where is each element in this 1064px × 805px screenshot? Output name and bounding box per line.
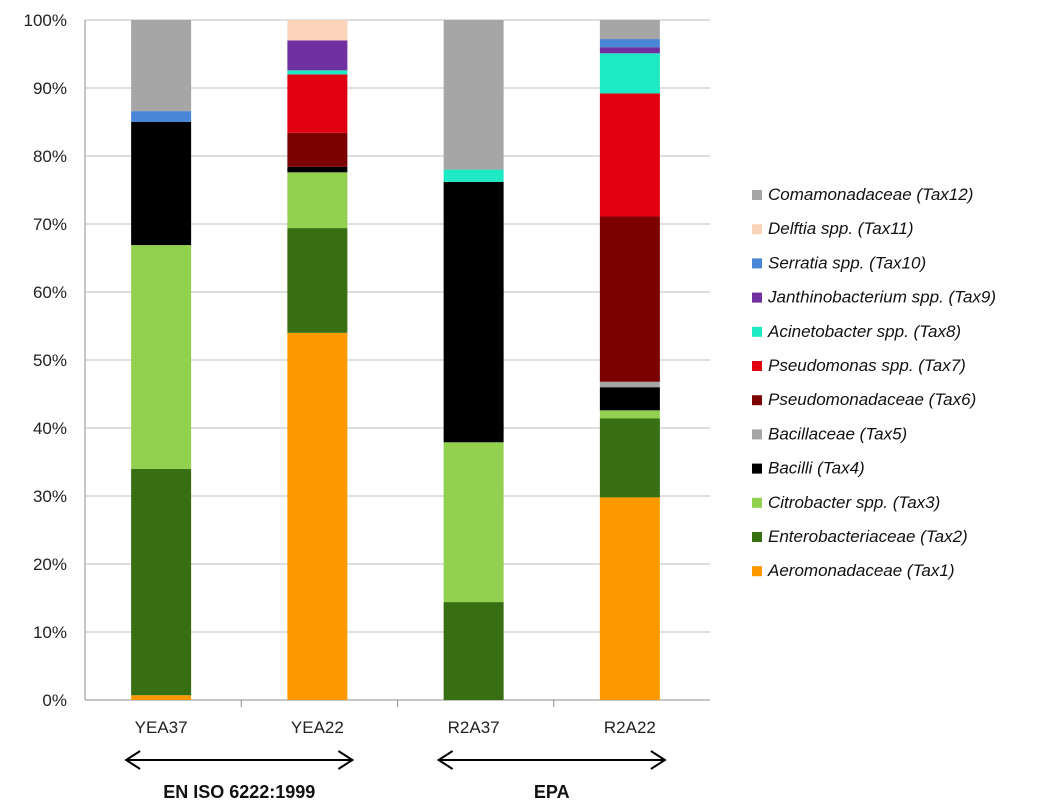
- legend-label: Bacillaceae (Tax5): [768, 424, 907, 443]
- bar-segment-YEA37-tax10: [131, 111, 192, 122]
- legend-swatch: [752, 361, 762, 371]
- bar-segment-R2A22-tax4: [599, 387, 660, 411]
- bar-segment-R2A37-tax8: [443, 169, 504, 182]
- legend-swatch: [752, 463, 762, 474]
- bar-segment-YEA22-tax1: [287, 332, 348, 700]
- legend-swatch: [752, 224, 762, 235]
- x-tick-label: R2A37: [448, 718, 500, 737]
- legend-label: Serratia spp. (Tax10): [768, 253, 926, 272]
- y-tick-label: 80%: [33, 147, 67, 166]
- x-tick-label: YEA22: [291, 718, 344, 737]
- y-tick-label: 40%: [33, 419, 67, 438]
- legend-label: Janthinobacterium spp. (Tax9): [767, 288, 996, 307]
- legend-label: Acinetobacter spp. (Tax8): [767, 322, 961, 341]
- legend-swatch: [752, 258, 762, 269]
- bar-segment-YEA22-tax8: [287, 70, 348, 75]
- y-tick-label: 20%: [33, 555, 67, 574]
- legend-swatch: [752, 292, 762, 303]
- y-tick-label: 0%: [42, 691, 67, 710]
- legend-swatch: [752, 395, 762, 406]
- bar-segment-YEA37-tax2: [131, 468, 192, 696]
- legend-label: Enterobacteriaceae (Tax2): [768, 527, 968, 546]
- bar-segment-R2A22-tax3: [599, 410, 660, 419]
- legend-label: Bacilli (Tax4): [768, 459, 865, 478]
- legend-label: Delftia spp. (Tax11): [768, 219, 914, 238]
- bar-segment-R2A22-tax5: [599, 381, 660, 388]
- legend-label: Pseudomonadaceae (Tax6): [768, 390, 976, 409]
- bar-segment-R2A37-tax2: [443, 602, 504, 700]
- bar-segment-YEA22-tax2: [287, 228, 348, 333]
- bar-segment-YEA22-tax9: [287, 40, 348, 71]
- x-tick-label: R2A22: [604, 718, 656, 737]
- y-tick-label: 70%: [33, 215, 67, 234]
- group-arrow-left-head: [436, 750, 454, 770]
- y-tick-label: 30%: [33, 487, 67, 506]
- bar-segment-YEA22-tax4: [287, 166, 348, 173]
- bar-segment-YEA37-tax1: [131, 695, 192, 700]
- group-label: EN ISO 6222:1999: [163, 782, 315, 802]
- bar-segment-R2A22-tax1: [599, 497, 660, 700]
- bar-segment-R2A22-tax6: [599, 216, 660, 382]
- y-tick-label: 60%: [33, 283, 67, 302]
- group-label: EPA: [534, 782, 570, 802]
- group-arrow-left-head: [124, 750, 141, 770]
- bar-segment-R2A22-tax10: [599, 39, 660, 48]
- bar-segment-R2A22-tax8: [599, 53, 660, 94]
- y-tick-label: 10%: [33, 623, 67, 642]
- legend-label: Aeromonadaceae (Tax1): [767, 561, 955, 580]
- legend-swatch: [752, 497, 762, 508]
- group-arrow-right-head: [337, 750, 355, 770]
- bar-segment-YEA22-tax7: [287, 74, 348, 133]
- bar-segment-R2A22-tax2: [599, 418, 660, 498]
- y-tick-label: 90%: [33, 79, 67, 98]
- bar-segment-R2A22-tax7: [599, 93, 660, 217]
- x-tick-label: YEA37: [135, 718, 188, 737]
- bar-segment-YEA37-tax12: [131, 20, 192, 112]
- legend-label: Comamonadaceae (Tax12): [768, 185, 973, 204]
- legend-label: Citrobacter spp. (Tax3): [768, 493, 940, 512]
- bar-segment-R2A22-tax9: [599, 47, 660, 54]
- legend-swatch: [752, 190, 762, 200]
- y-tick-label: 50%: [33, 351, 67, 370]
- legend-swatch: [752, 566, 762, 577]
- group-arrow-right-head: [650, 750, 667, 770]
- bar-segment-R2A37-tax4: [443, 181, 504, 443]
- legend-swatch: [752, 326, 762, 337]
- bar-segment-YEA22-tax11: [287, 20, 348, 41]
- bar-segment-R2A37-tax3: [443, 442, 504, 603]
- bar-segment-YEA37-tax4: [131, 122, 192, 246]
- bar-segment-R2A37-tax12: [443, 20, 504, 170]
- bar-segment-R2A22-tax12: [599, 20, 660, 40]
- legend-swatch: [752, 429, 762, 440]
- bar-segment-YEA22-tax3: [287, 172, 348, 229]
- bar-segment-YEA37-tax3: [131, 245, 192, 469]
- bar-segment-YEA22-tax6: [287, 132, 348, 167]
- legend-label: Pseudomonas spp. (Tax7): [768, 356, 966, 375]
- y-tick-label: 100%: [24, 11, 67, 30]
- legend-swatch: [752, 532, 762, 542]
